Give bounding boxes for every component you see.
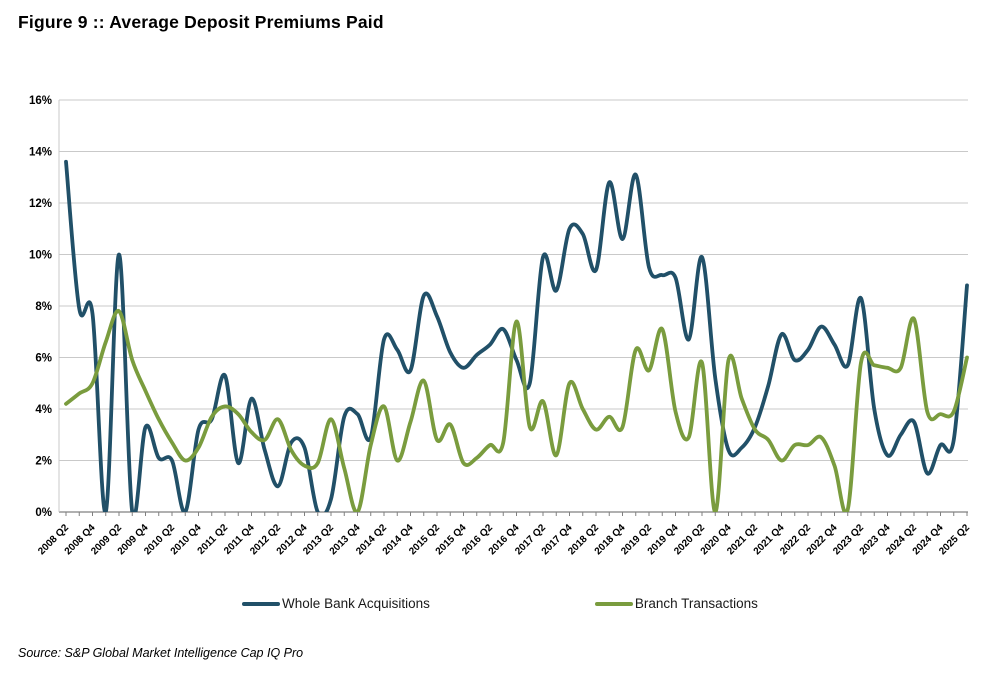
deposit-premium-chart: 16% 14% 12% 10% 8% 6% 4% 2% 0% 2008 Q2 2008 Q4 2009… — [0, 60, 1000, 590]
y-axis-label: 8% — [35, 301, 52, 313]
series-line-branch-transactions — [64, 309, 969, 512]
y-axis-label: 2% — [35, 456, 52, 468]
branch-line-swatch — [594, 601, 633, 606]
y-axis-label: 14% — [29, 147, 52, 159]
y-axis-label: 12% — [29, 198, 52, 210]
whole-bank-line-swatch — [242, 601, 281, 606]
legend-label-whole-bank: Whole Bank Acquisitions — [282, 596, 430, 611]
y-axis-label: 16% — [29, 95, 52, 107]
y-axis-label: 10% — [29, 250, 52, 262]
legend-item-branch: Branch Transactions — [594, 596, 758, 611]
figure-title: Figure 9 :: Average Deposit Premiums Pai… — [18, 12, 384, 32]
legend-label-branch: Branch Transactions — [634, 596, 758, 611]
legend-item-whole-bank: Whole Bank Acquisitions — [242, 596, 430, 611]
series-line-whole-bank-acquisitions — [64, 159, 969, 512]
source-attribution: Source: S&P Global Market Intelligence C… — [18, 646, 304, 660]
y-axis-label: 0% — [35, 507, 52, 519]
chart-legend: Whole Bank Acquisitions Branch Transacti… — [0, 596, 1000, 611]
y-axis-label: 4% — [35, 404, 52, 416]
y-axis-label: 6% — [35, 353, 52, 365]
